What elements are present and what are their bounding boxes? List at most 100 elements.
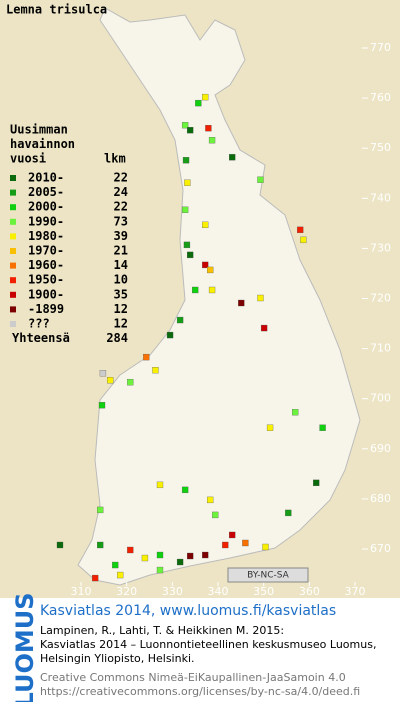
occurrence-square: [184, 179, 191, 186]
legend-label: 2010-: [28, 171, 64, 185]
occurrence-square: [208, 286, 216, 294]
y-tick-label: 770: [370, 41, 391, 54]
y-tick-label: 750: [370, 141, 391, 154]
occurrence-square: [181, 206, 189, 213]
occurrence-square: [262, 543, 269, 551]
citation: Helsingin Yliopisto, Helsinki.: [40, 652, 195, 665]
occurrence-square: [229, 531, 236, 539]
occurrence-square: [181, 122, 189, 129]
legend-label: 2000-: [28, 200, 64, 214]
occurrence-square: [186, 127, 194, 134]
occurrence-square: [242, 539, 249, 547]
occurrence-square: [266, 424, 274, 431]
occurrence-square: [127, 379, 134, 386]
y-tick-label: 690: [370, 442, 391, 455]
occurrence-square: [176, 316, 184, 324]
citation: Lampinen, R., Lahti, T. & Heikkinen M. 2…: [40, 624, 284, 637]
legend-heading: vuosi: [10, 152, 46, 166]
x-tick-label: 360: [299, 585, 320, 598]
legend-total-label: Yhteensä: [12, 331, 70, 345]
legend-heading: havainnon: [10, 137, 75, 151]
y-tick-label: 680: [370, 492, 391, 505]
legend-count: 73: [114, 214, 128, 228]
legend-swatch: [10, 306, 16, 313]
legend-count: 12: [114, 317, 128, 331]
license-url: https://creativecommons.org/licenses/by-…: [40, 685, 360, 698]
legend-swatch: [10, 291, 16, 298]
y-tick-label: 720: [370, 292, 391, 305]
legend-count: 22: [114, 200, 128, 214]
legend-count: 12: [114, 302, 128, 316]
x-tick-label: 310: [71, 585, 92, 598]
legend-label: 2005-: [28, 185, 64, 199]
occurrence-square: [222, 541, 229, 549]
occurrence-square: [143, 353, 150, 361]
occurrence-square: [319, 424, 326, 431]
legend-label: 1960-: [28, 258, 64, 272]
brand: LUOMUS: [11, 593, 39, 702]
occurrence-square: [313, 479, 320, 487]
occurrence-square: [202, 551, 209, 559]
x-tick-label: 350: [253, 585, 274, 598]
occurrence-square: [156, 481, 164, 489]
x-tick-label: 370: [345, 585, 366, 598]
occurrence-square: [156, 566, 164, 574]
y-tick-label: 740: [370, 191, 391, 204]
occurrence-square: [300, 236, 307, 244]
occurrences: [56, 93, 326, 582]
occurrence-square: [156, 551, 164, 559]
occurrence-square: [202, 261, 209, 269]
legend-swatch: [10, 321, 16, 327]
occurrence-square: [56, 541, 64, 549]
legend-swatch: [10, 233, 16, 240]
legend-count-heading: lkm: [104, 152, 126, 166]
legend-swatch: [10, 262, 16, 269]
legend-label: 1980-: [28, 229, 64, 243]
legend-count: 14: [114, 258, 128, 272]
occurrence-square: [208, 137, 216, 144]
legend-swatch: [10, 189, 16, 196]
occurrence-square: [107, 377, 114, 384]
occurrence-square: [202, 93, 209, 101]
legend-swatch: [10, 218, 16, 225]
occurrence-square: [297, 226, 304, 234]
occurrence-square: [117, 571, 124, 579]
occurrence-square: [202, 221, 209, 229]
occurrence-square: [207, 266, 214, 274]
legend-count: 22: [114, 171, 128, 185]
legend-label: 1970-: [28, 244, 64, 258]
x-tick-label: 320: [116, 585, 137, 598]
occurrence-square: [238, 299, 245, 307]
land: [77, 7, 361, 586]
legend-swatch: [10, 277, 16, 284]
x-tick-label: 340: [208, 585, 229, 598]
license-text: Creative Commons Nimeä-EiKaupallinen-Jaa…: [40, 671, 346, 684]
legend-swatch: [10, 204, 16, 211]
occurrence-square: [257, 176, 264, 183]
y-tick-label: 730: [370, 241, 391, 254]
legend-heading: Uusimman: [10, 123, 68, 137]
y-tick-label: 710: [370, 342, 391, 355]
occurrence-square: [97, 506, 104, 514]
legend-swatch: [10, 248, 16, 254]
license-badge: BY-NC-SA: [247, 571, 290, 581]
occurrence-square: [98, 402, 106, 409]
axes: 670 680 690 700 710 720 730 740 750 760 770 310 320 3…: [71, 41, 392, 598]
occurrence-square: [186, 251, 194, 259]
legend-total: 284: [106, 331, 128, 345]
legend-swatch: [10, 175, 16, 181]
occurrence-square: [97, 541, 104, 549]
citation: Kasviatlas 2014 – Luonnontieteellinen ke…: [40, 638, 376, 651]
occurrence-square: [92, 574, 99, 582]
occurrence-square: [260, 324, 268, 332]
occurrence-square: [112, 561, 119, 569]
legend-label: ???: [28, 317, 50, 331]
y-tick-label: 670: [370, 542, 391, 555]
legend-label: -1899: [28, 302, 64, 316]
occurrence-square: [205, 125, 212, 132]
occurrence-square: [166, 331, 174, 339]
legend-label: 1950-: [28, 273, 64, 287]
y-tick-label: 760: [370, 91, 391, 104]
